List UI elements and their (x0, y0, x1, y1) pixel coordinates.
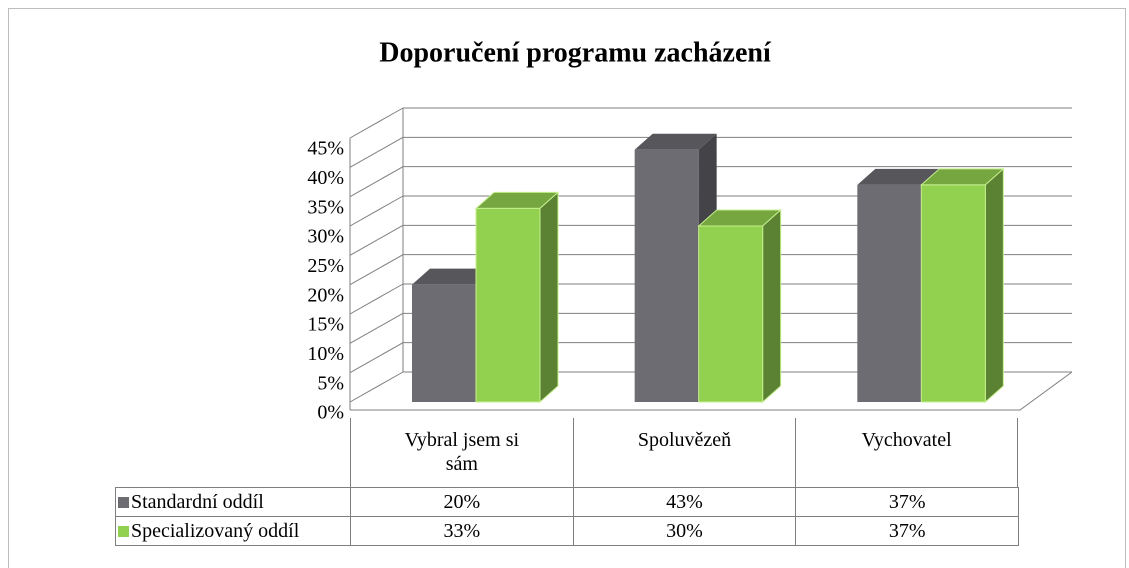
bar (920, 184, 986, 403)
y-tick-label: 0% (317, 402, 344, 424)
bar (475, 207, 541, 403)
bar-top (634, 133, 717, 150)
legend-entry: Standardní oddíl (115, 487, 350, 517)
table-value: 20% (350, 487, 574, 517)
legend-swatch (118, 497, 129, 508)
bar (634, 149, 699, 402)
table-value: 37% (795, 487, 1019, 517)
bar-top (412, 268, 494, 285)
y-tick-label: 15% (307, 314, 344, 336)
grid-line-side (349, 371, 404, 403)
bar (698, 225, 764, 403)
legend-label: Specializovaný oddíl (131, 519, 300, 542)
bar-side (539, 191, 559, 404)
bar-side (762, 208, 782, 404)
grid-line-side (349, 107, 404, 139)
bar-side (984, 167, 1004, 404)
y-tick-label: 25% (307, 255, 344, 277)
y-tick-label: 40% (307, 167, 344, 189)
bar-top (857, 168, 940, 185)
floor (350, 371, 1073, 411)
y-tick-label: 20% (307, 284, 344, 306)
chart-title: Doporučení programu zacházení (379, 37, 772, 68)
y-tick-label: 45% (307, 138, 344, 160)
y-tick-label: 5% (317, 372, 344, 394)
y-tick-label: 30% (307, 226, 344, 248)
grid-line-side (349, 195, 404, 227)
grid-line-side (349, 166, 404, 198)
grid-line-side (349, 136, 404, 168)
legend-swatch (118, 525, 129, 537)
table-value: 43% (572, 487, 797, 517)
legend-entry: Specializovaný oddíl (115, 516, 350, 546)
bar (412, 284, 476, 402)
legend-label: Standardní oddíl (131, 491, 264, 513)
grid-line-side (349, 312, 404, 344)
grid-line-side (349, 224, 404, 256)
x-tick-label: Vybral jsem si sám (350, 418, 573, 487)
grid-line-side (349, 283, 404, 315)
x-tick-label: Spoluvězeň (572, 418, 796, 487)
grid-line-side (349, 342, 404, 374)
x-tick-label: Vychovatel (795, 418, 1018, 487)
table-value: 33% (350, 516, 574, 546)
y-tick-label: 35% (307, 196, 344, 218)
chart-border (8, 8, 1126, 568)
y-tick-label: 10% (307, 343, 344, 365)
grid-line-side (349, 254, 404, 286)
bar (857, 184, 922, 402)
table-value: 37% (795, 516, 1019, 546)
table-value: 30% (572, 516, 797, 546)
